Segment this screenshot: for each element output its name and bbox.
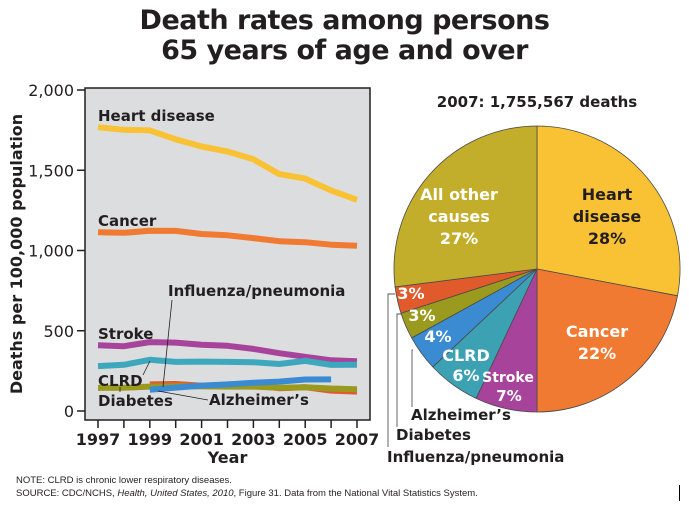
x-tick-label: 1999: [128, 430, 173, 449]
y-tick-label: 2,000: [28, 81, 74, 100]
text-cursor: [679, 485, 680, 501]
series-label-cancer: Cancer: [98, 212, 157, 230]
chart-title-line-2: 65 years of age and over: [161, 35, 528, 66]
y-tick-label: 1,500: [28, 161, 74, 180]
plot-area: [84, 87, 371, 421]
pie-label-all-other-causes: All other: [420, 185, 498, 204]
x-tick-label: 2003: [231, 430, 276, 449]
y-tick-label: 0: [64, 402, 74, 421]
pie-label-alzheimer-s: 4%: [424, 327, 451, 346]
x-axis-label: Year: [207, 448, 248, 467]
leader-line-clrd: [142, 360, 151, 376]
series-line-stroke: [97, 339, 358, 365]
pie-label-stroke: Stroke: [482, 370, 534, 386]
leader-line-alzheimers: [157, 390, 209, 401]
pie-callout-diabetes: Diabetes: [396, 426, 471, 444]
pie-title: 2007: 1,755,567 deaths: [437, 93, 638, 111]
callout-line-diabetes: [396, 313, 402, 427]
pie-slice-cancer: [536, 268, 678, 413]
leader-line-influenza: [162, 299, 173, 388]
series-line-clrd: [97, 356, 358, 370]
source-suffix: , Figure 31. Data from the National Vita…: [233, 488, 478, 499]
pie-label-heart-disease: disease: [573, 207, 642, 226]
pie-callout-alzheimers: Alzheimer’s: [411, 406, 511, 424]
pie-label-clrd: CLRD: [442, 346, 490, 365]
footnote-source: SOURCE: CDC/NCHS, Health, United States,…: [16, 487, 478, 500]
pie-chart: 2007: 1,755,567 deaths Heart disease 28% Can…: [387, 93, 681, 466]
source-prefix: SOURCE: CDC/NCHS,: [16, 488, 118, 499]
series-label-heart-disease: Heart disease: [98, 107, 215, 125]
y-tick-label: 500: [43, 322, 74, 341]
source-publication: Health, United States, 2010: [117, 488, 234, 499]
pie-label-influenza-pneumonia: 3%: [397, 284, 424, 303]
pie-label-all-other-causes: 27%: [440, 229, 478, 248]
callout-line-influenza: [387, 293, 395, 447]
pie-slice-all-other-causes: [393, 125, 538, 288]
series-label-stroke: Stroke: [98, 325, 153, 343]
line-chart: 0 500 1,000 1,500 2,000 1997 1999 2001 2003 2005 2…: [7, 81, 379, 467]
pie-callout-influenza: Influenza/pneumonia: [387, 448, 564, 466]
footnote: NOTE: CLRD is chronic lower respiratory …: [16, 474, 478, 500]
pie-label-heart-disease: Heart: [582, 185, 633, 204]
callout-line-alzheimers: [411, 349, 413, 407]
pie-label-heart-disease: 28%: [588, 229, 626, 248]
pie-label-clrd: 6%: [452, 366, 479, 385]
series-label-diabetes: Diabetes: [98, 392, 173, 410]
series-line-heart-disease: [97, 124, 359, 203]
chart-title: Death rates among persons 65 years of ag…: [0, 6, 689, 66]
series-label-alzheimer-s: Alzheimer’s: [209, 391, 309, 409]
y-tick-label: 1,000: [28, 242, 74, 261]
series-line-cancer: [97, 227, 358, 249]
pie-slice-heart-disease: [536, 125, 681, 297]
series-line-alzheimer-s: [149, 376, 332, 393]
pie-label-stroke: 7%: [496, 387, 521, 405]
y-axis-label: Deaths per 100,000 population: [7, 114, 26, 394]
series-label-influenza-pneumonia: Influenza/pneumonia: [168, 282, 345, 300]
chart-title-line-1: Death rates among persons: [139, 5, 550, 36]
pie-label-all-other-causes: causes: [428, 207, 490, 226]
series-label-clrd: CLRD: [98, 372, 143, 390]
x-tick-label: 2001: [179, 430, 224, 449]
x-tick-label: 1997: [76, 430, 121, 449]
x-tick-label: 2007: [335, 430, 380, 449]
x-tick-label: 2005: [283, 430, 328, 449]
pie-label-cancer: 22%: [578, 344, 616, 363]
footnote-note: NOTE: CLRD is chronic lower respiratory …: [16, 475, 232, 486]
pie-label-diabetes: 3%: [408, 306, 435, 325]
pie-label-cancer: Cancer: [566, 322, 628, 341]
